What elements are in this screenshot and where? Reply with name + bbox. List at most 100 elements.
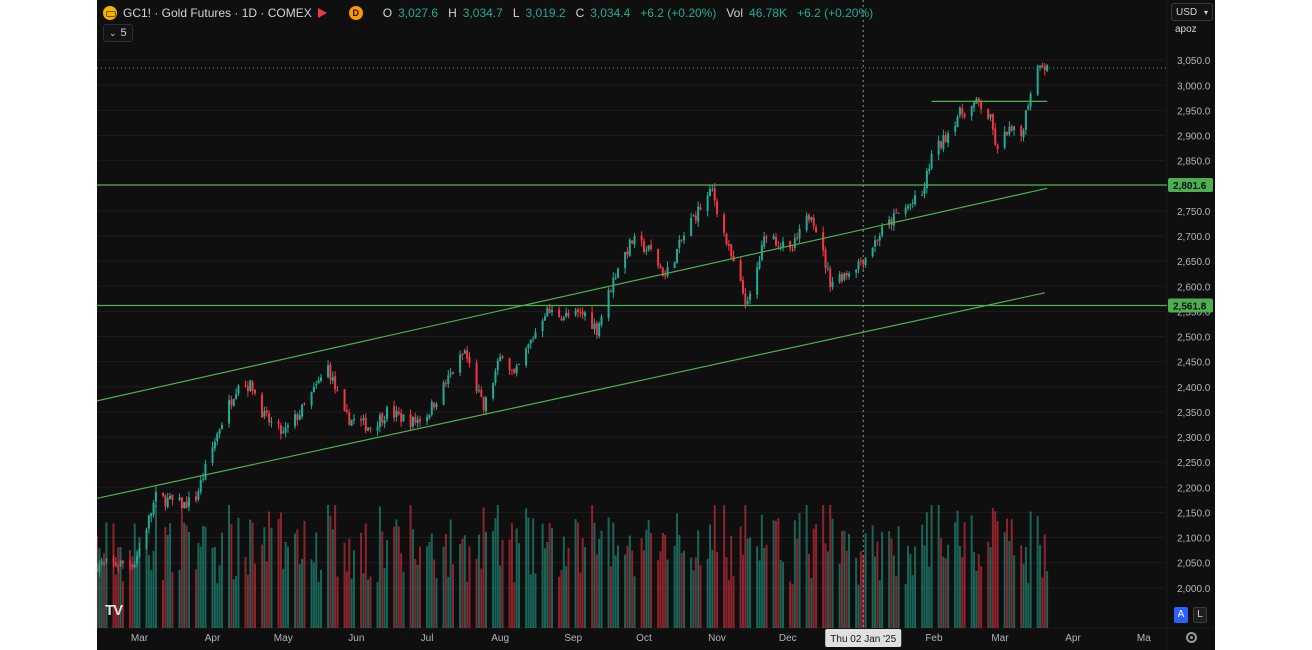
candle-body	[1043, 66, 1046, 70]
flag-icon[interactable]	[317, 8, 327, 18]
volume-bar	[628, 535, 631, 628]
candle-body	[150, 513, 153, 517]
candle-body	[154, 491, 157, 502]
candle-body	[739, 260, 742, 281]
candle-body	[947, 133, 950, 143]
volume-bar	[409, 505, 412, 628]
volume-bar	[463, 535, 466, 628]
log-scale-button[interactable]: L	[1193, 607, 1207, 623]
candle-body	[930, 153, 933, 169]
volume-bar	[496, 505, 499, 628]
volume-bar	[1027, 583, 1030, 628]
volume-bar	[213, 546, 216, 628]
candle-body	[195, 496, 198, 501]
candle-body	[508, 358, 511, 371]
volume-bar	[352, 550, 355, 628]
unit-select[interactable]: apoz	[1175, 24, 1197, 35]
candle-body	[881, 226, 884, 236]
candle-body	[178, 497, 181, 500]
candle-body	[822, 232, 825, 251]
volume-bar	[845, 550, 848, 628]
volume-bar	[263, 527, 266, 628]
candle-body	[562, 317, 565, 320]
candle-body	[187, 497, 190, 507]
volume-bar	[890, 538, 893, 628]
indicators-toggle[interactable]: ⌄ 5	[103, 24, 133, 42]
currency-select[interactable]: USD ▾	[1171, 3, 1213, 21]
volume-bar	[220, 532, 223, 628]
symbol-title[interactable]: GC1! · Gold Futures · 1D · COMEX	[123, 6, 312, 20]
volume-bar	[723, 505, 726, 628]
candle-body	[284, 427, 287, 433]
y-tick-label: 3,050.0	[1177, 56, 1211, 67]
auto-scale-button[interactable]: A	[1174, 607, 1188, 623]
symbol-legend: GC1! · Gold Futures · 1D · COMEX D O 3,02…	[103, 4, 877, 22]
candle-body	[152, 502, 155, 515]
data-badge[interactable]: D	[348, 6, 363, 20]
x-tick-label: Apr	[205, 633, 221, 644]
x-tick-label: Sep	[564, 633, 582, 644]
price-chart[interactable]: 3,050.03,000.02,950.02,900.02,850.02,800…	[97, 0, 1215, 650]
y-tick-label: 2,500.0	[1177, 333, 1211, 344]
volume-bar	[841, 530, 844, 628]
candle-body	[237, 385, 240, 394]
candle-body	[994, 128, 997, 146]
candle-body	[763, 236, 766, 247]
volume-bar	[614, 555, 617, 628]
candle-body	[1036, 66, 1039, 95]
settings-icon[interactable]	[1186, 632, 1197, 643]
volume-bar	[558, 576, 561, 628]
candle-body	[1039, 65, 1042, 68]
candle-body	[218, 429, 221, 434]
candle-body	[1013, 126, 1016, 131]
volume-bar	[650, 532, 653, 628]
candle-body	[378, 414, 381, 427]
volume-bar	[980, 566, 983, 628]
candle-body	[645, 249, 648, 252]
volume-bar	[895, 576, 898, 628]
candle-body	[265, 410, 268, 414]
x-tick-label: Aug	[491, 633, 509, 644]
candle-body	[369, 428, 372, 430]
volume-bar	[529, 574, 532, 628]
candle-body	[699, 207, 702, 210]
volume-bar	[166, 535, 169, 628]
volume-bar	[444, 533, 447, 628]
volume-bar	[600, 530, 603, 628]
candle-body	[393, 406, 396, 418]
volume-bar	[114, 574, 117, 628]
volume-bar	[218, 565, 221, 628]
price-level-label: 2,801.6	[1173, 181, 1207, 192]
candle-body	[659, 265, 662, 268]
candle-body	[727, 243, 730, 246]
volume-bar	[907, 545, 910, 628]
candle-body	[449, 373, 452, 375]
volume-bar	[958, 545, 961, 628]
volume-bar	[279, 512, 282, 628]
candle-body	[640, 235, 643, 241]
volume-bar	[1006, 518, 1009, 628]
volume-bar	[642, 550, 645, 628]
volume-bar	[112, 523, 115, 628]
candle-body	[197, 491, 200, 500]
candle-body	[958, 107, 961, 116]
y-tick-label: 2,600.0	[1177, 282, 1211, 293]
volume-bar	[758, 560, 761, 628]
volume-bar	[548, 523, 551, 628]
volume-bar	[881, 531, 884, 628]
volume-bar	[416, 564, 419, 628]
volume-bar	[772, 520, 775, 628]
candle-body	[914, 195, 917, 205]
volume-bar	[315, 532, 318, 628]
volume-bar	[327, 505, 330, 628]
tradingview-logo[interactable]: TV	[105, 602, 123, 619]
volume-bar	[100, 559, 103, 628]
candle-body	[527, 344, 530, 348]
volume-bar	[551, 528, 554, 628]
candle-body	[147, 515, 150, 529]
candle-body	[136, 555, 139, 564]
candle-body	[991, 114, 994, 130]
candle-body	[294, 414, 297, 427]
candle-body	[859, 260, 862, 262]
volume-bar	[1036, 516, 1039, 628]
